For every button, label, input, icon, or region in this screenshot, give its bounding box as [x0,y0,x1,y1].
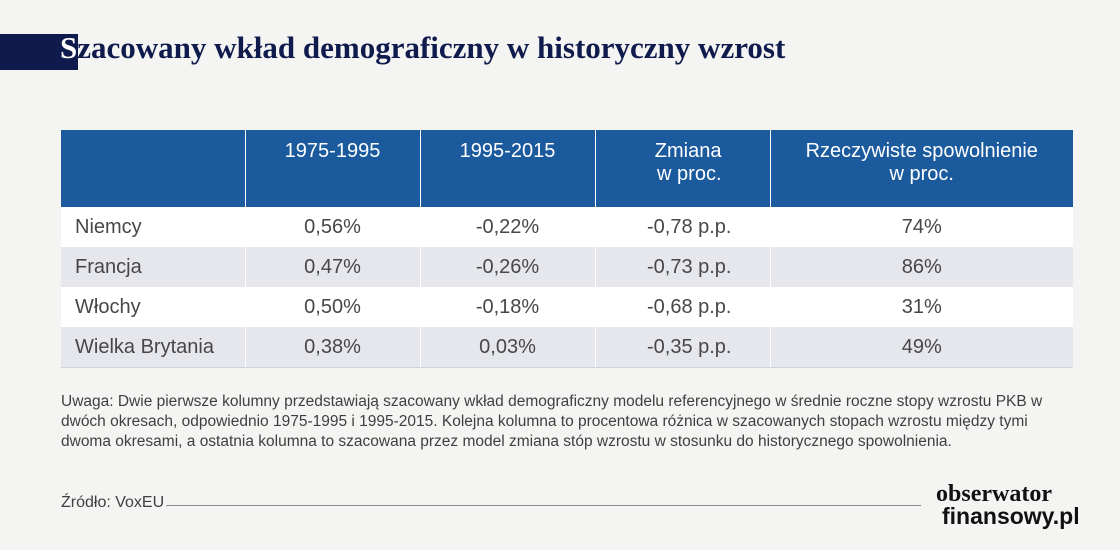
header-change: Zmiana w proc. [594,130,770,207]
page-title: Szacowany wkład demograficzny w historyc… [60,30,785,66]
header-1995-2015: 1995-2015 [419,130,595,207]
cell-slowdown: 49% [769,327,1073,368]
cell-slowdown: 86% [769,247,1073,287]
header-slowdown: Rzeczywiste spowolnienie w proc. [769,130,1073,207]
cell-country: Niemcy [61,207,245,247]
cell-change: -0,68 p.p. [594,287,770,327]
title-first-letter: S [60,30,78,65]
cell-country: Francja [61,247,245,287]
table-row: Włochy 0,50% -0,18% -0,68 p.p. 31% [61,287,1073,327]
cell-1975-1995: 0,56% [244,207,420,247]
cell-1975-1995: 0,50% [244,287,420,327]
cell-change: -0,78 p.p. [594,207,770,247]
cell-1975-1995: 0,47% [244,247,420,287]
footer-divider [166,505,921,506]
cell-1975-1995: 0,38% [244,327,420,368]
header-country [61,130,245,207]
cell-country: Wielka Brytania [61,327,245,368]
title-accent-bar [0,34,78,70]
cell-slowdown: 74% [769,207,1073,247]
title-rest: zacowany wkład demograficzny w historycz… [77,30,786,65]
source-label: Źródło: VoxEU [61,494,165,511]
logo-line-2: finansowy.pl [942,503,1080,529]
cell-1995-2015: -0,26% [419,247,595,287]
footnote: Uwaga: Dwie pierwsze kolumny przedstawia… [61,393,1043,450]
cell-1995-2015: 0,03% [419,327,595,368]
cell-change: -0,73 p.p. [594,247,770,287]
table-row: Niemcy 0,56% -0,22% -0,78 p.p. 74% [61,207,1073,247]
cell-country: Włochy [61,287,245,327]
table-row: Francja 0,47% -0,26% -0,73 p.p. 86% [61,247,1073,287]
data-table: 1975-1995 1995-2015 Zmiana w proc. Rzeczy… [61,130,1073,368]
table-header-row: 1975-1995 1995-2015 Zmiana w proc. Rzeczy… [61,130,1073,207]
cell-slowdown: 31% [769,287,1073,327]
header-1975-1995: 1975-1995 [244,130,420,207]
cell-1995-2015: -0,22% [419,207,595,247]
logo-line-1: obserwator [936,481,1052,507]
cell-change: -0,35 p.p. [594,327,770,368]
table-row: Wielka Brytania 0,38% 0,03% -0,35 p.p. 4… [61,327,1073,368]
cell-1995-2015: -0,18% [419,287,595,327]
brand-logo[interactable]: obserwator finansowy.pl [936,481,1080,529]
